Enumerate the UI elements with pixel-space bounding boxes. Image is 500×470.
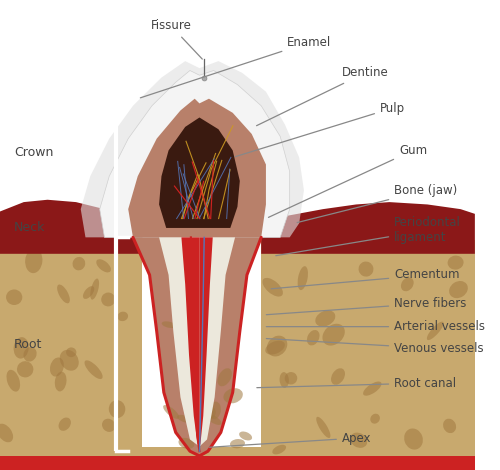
Text: Bone (jaw): Bone (jaw)	[297, 184, 458, 223]
Ellipse shape	[55, 372, 66, 392]
Polygon shape	[200, 237, 212, 446]
Ellipse shape	[96, 259, 111, 273]
Ellipse shape	[266, 341, 285, 354]
Ellipse shape	[178, 438, 194, 449]
Ellipse shape	[316, 310, 336, 327]
Bar	[0, 456, 475, 470]
Text: Crown: Crown	[14, 146, 54, 159]
Ellipse shape	[224, 388, 243, 403]
Text: Pulp: Pulp	[236, 102, 405, 157]
Ellipse shape	[230, 439, 245, 448]
Ellipse shape	[14, 337, 29, 359]
Text: Apex: Apex	[210, 431, 372, 447]
Ellipse shape	[218, 368, 232, 386]
Ellipse shape	[209, 401, 221, 419]
Polygon shape	[261, 202, 475, 254]
Text: Root canal: Root canal	[257, 376, 456, 390]
Ellipse shape	[350, 432, 367, 448]
Ellipse shape	[60, 350, 79, 371]
Ellipse shape	[72, 257, 85, 270]
Text: Root: Root	[14, 338, 42, 351]
Polygon shape	[100, 70, 290, 237]
Ellipse shape	[6, 290, 22, 305]
Ellipse shape	[194, 387, 203, 399]
Ellipse shape	[280, 372, 289, 388]
Polygon shape	[0, 200, 142, 254]
Ellipse shape	[6, 370, 20, 392]
Text: Arterial vessels: Arterial vessels	[266, 320, 485, 333]
Polygon shape	[159, 118, 240, 228]
Ellipse shape	[316, 417, 330, 438]
Polygon shape	[200, 237, 235, 446]
Text: Cementum: Cementum	[271, 268, 460, 289]
Text: Neck: Neck	[14, 221, 46, 235]
Ellipse shape	[239, 431, 252, 440]
Text: Gum: Gum	[268, 144, 427, 218]
Ellipse shape	[363, 382, 382, 396]
Ellipse shape	[284, 372, 298, 384]
Polygon shape	[133, 237, 200, 456]
Polygon shape	[200, 237, 261, 456]
Ellipse shape	[109, 400, 126, 418]
Bar	[0, 447, 475, 456]
Ellipse shape	[162, 321, 176, 328]
Ellipse shape	[370, 414, 380, 423]
Ellipse shape	[25, 248, 42, 273]
Ellipse shape	[84, 360, 102, 379]
Text: Venous vessels: Venous vessels	[266, 338, 484, 355]
Ellipse shape	[206, 414, 222, 425]
Ellipse shape	[66, 347, 76, 357]
Ellipse shape	[307, 330, 320, 345]
Text: Enamel: Enamel	[140, 36, 332, 98]
Ellipse shape	[102, 419, 116, 432]
Ellipse shape	[202, 407, 216, 420]
Ellipse shape	[57, 284, 70, 303]
Polygon shape	[261, 240, 475, 456]
Ellipse shape	[449, 281, 468, 298]
Polygon shape	[128, 99, 266, 237]
Ellipse shape	[331, 368, 345, 385]
Ellipse shape	[24, 347, 36, 361]
Ellipse shape	[182, 329, 196, 342]
Polygon shape	[0, 240, 142, 456]
Text: Fissure: Fissure	[150, 19, 203, 59]
Ellipse shape	[101, 292, 115, 306]
Text: Nerve fibers: Nerve fibers	[266, 297, 466, 315]
Ellipse shape	[443, 419, 456, 433]
Ellipse shape	[448, 256, 464, 270]
Ellipse shape	[427, 321, 444, 340]
Ellipse shape	[118, 312, 128, 321]
Polygon shape	[182, 237, 200, 446]
Ellipse shape	[182, 351, 196, 359]
Ellipse shape	[17, 361, 34, 377]
Ellipse shape	[177, 415, 192, 423]
Ellipse shape	[404, 429, 423, 450]
Polygon shape	[159, 237, 200, 446]
Ellipse shape	[401, 277, 413, 291]
Ellipse shape	[58, 417, 71, 431]
Ellipse shape	[163, 405, 179, 419]
Ellipse shape	[0, 423, 13, 442]
Ellipse shape	[83, 286, 94, 299]
Ellipse shape	[90, 279, 99, 300]
Text: Periodontal
ligament: Periodontal ligament	[276, 216, 461, 256]
Ellipse shape	[267, 336, 287, 356]
Ellipse shape	[272, 445, 286, 454]
Ellipse shape	[322, 324, 345, 345]
Text: Dentine: Dentine	[256, 66, 388, 125]
Ellipse shape	[298, 266, 308, 290]
Ellipse shape	[50, 358, 64, 376]
Ellipse shape	[262, 278, 283, 297]
Polygon shape	[80, 61, 304, 237]
Ellipse shape	[358, 261, 374, 277]
